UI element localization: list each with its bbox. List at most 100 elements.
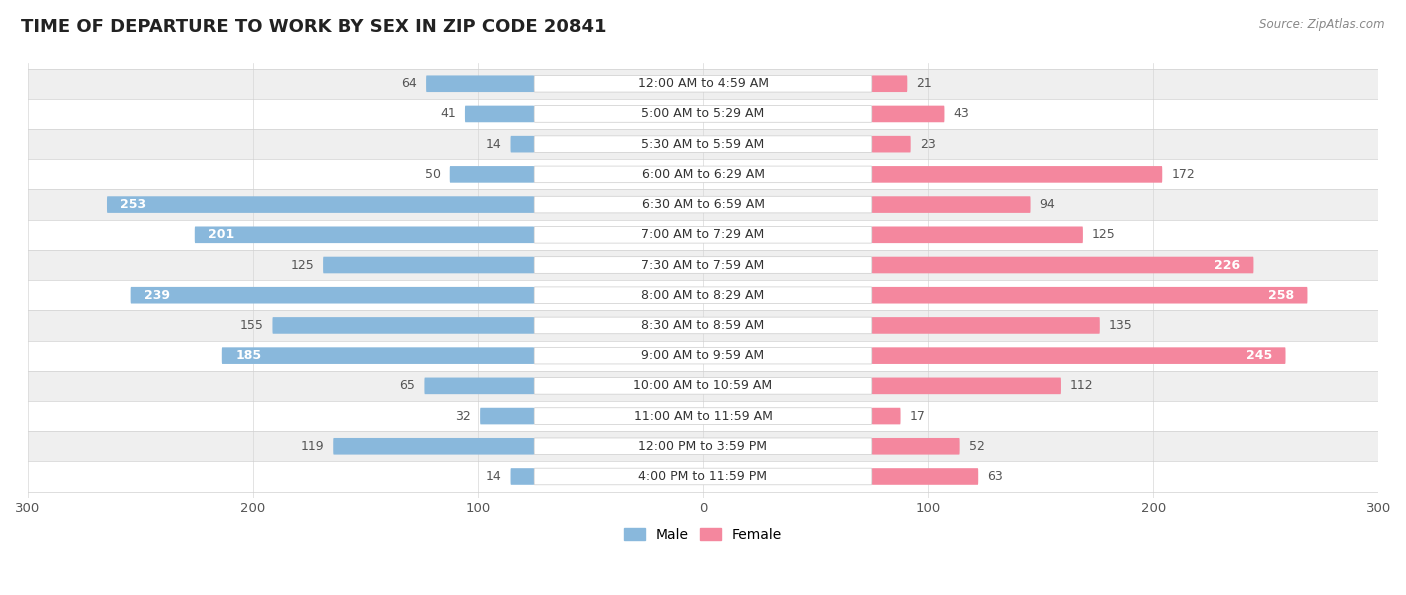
Text: 6:00 AM to 6:29 AM: 6:00 AM to 6:29 AM [641, 168, 765, 181]
FancyBboxPatch shape [479, 408, 534, 424]
FancyBboxPatch shape [872, 227, 1083, 243]
Text: 253: 253 [121, 198, 146, 211]
FancyBboxPatch shape [107, 196, 534, 213]
FancyBboxPatch shape [872, 256, 1253, 273]
Text: 65: 65 [399, 380, 415, 392]
Text: 185: 185 [235, 349, 262, 362]
Text: 5:30 AM to 5:59 AM: 5:30 AM to 5:59 AM [641, 137, 765, 151]
Text: 125: 125 [291, 258, 314, 271]
FancyBboxPatch shape [222, 347, 534, 364]
Bar [28, 461, 1378, 491]
Bar [28, 68, 1378, 99]
FancyBboxPatch shape [872, 438, 960, 455]
Bar [28, 431, 1378, 461]
Bar [28, 340, 1378, 371]
Text: 41: 41 [440, 108, 456, 120]
FancyBboxPatch shape [534, 468, 872, 485]
FancyBboxPatch shape [872, 166, 1163, 183]
FancyBboxPatch shape [872, 408, 901, 424]
Text: 172: 172 [1171, 168, 1195, 181]
FancyBboxPatch shape [534, 317, 872, 334]
Bar [28, 280, 1378, 311]
FancyBboxPatch shape [872, 378, 1062, 394]
Text: Source: ZipAtlas.com: Source: ZipAtlas.com [1260, 18, 1385, 31]
FancyBboxPatch shape [534, 438, 872, 455]
FancyBboxPatch shape [872, 347, 1285, 364]
Text: 239: 239 [145, 289, 170, 302]
FancyBboxPatch shape [195, 227, 534, 243]
Text: 52: 52 [969, 440, 984, 453]
Text: 155: 155 [239, 319, 263, 332]
Text: 17: 17 [910, 409, 925, 422]
FancyBboxPatch shape [534, 166, 872, 183]
FancyBboxPatch shape [425, 378, 534, 394]
FancyBboxPatch shape [450, 166, 534, 183]
Text: 43: 43 [953, 108, 969, 120]
FancyBboxPatch shape [510, 136, 534, 152]
FancyBboxPatch shape [426, 76, 534, 92]
FancyBboxPatch shape [534, 227, 872, 243]
Text: 258: 258 [1268, 289, 1294, 302]
Text: 21: 21 [917, 77, 932, 90]
FancyBboxPatch shape [872, 136, 911, 152]
FancyBboxPatch shape [534, 378, 872, 394]
Bar [28, 371, 1378, 401]
Legend: Male, Female: Male, Female [619, 522, 787, 547]
FancyBboxPatch shape [872, 468, 979, 485]
FancyBboxPatch shape [465, 106, 534, 122]
Text: 119: 119 [301, 440, 325, 453]
FancyBboxPatch shape [872, 106, 945, 122]
Bar [28, 250, 1378, 280]
Text: 23: 23 [920, 137, 935, 151]
Text: 226: 226 [1213, 258, 1240, 271]
Text: 12:00 AM to 4:59 AM: 12:00 AM to 4:59 AM [637, 77, 769, 90]
Bar [28, 401, 1378, 431]
Text: 50: 50 [425, 168, 440, 181]
FancyBboxPatch shape [534, 76, 872, 92]
Text: TIME OF DEPARTURE TO WORK BY SEX IN ZIP CODE 20841: TIME OF DEPARTURE TO WORK BY SEX IN ZIP … [21, 18, 606, 36]
FancyBboxPatch shape [872, 76, 907, 92]
Bar [28, 311, 1378, 340]
Text: 8:30 AM to 8:59 AM: 8:30 AM to 8:59 AM [641, 319, 765, 332]
Text: 5:00 AM to 5:29 AM: 5:00 AM to 5:29 AM [641, 108, 765, 120]
Bar [28, 159, 1378, 189]
Text: 64: 64 [401, 77, 418, 90]
Text: 201: 201 [208, 228, 235, 242]
Text: 14: 14 [485, 137, 502, 151]
FancyBboxPatch shape [534, 287, 872, 303]
FancyBboxPatch shape [872, 317, 1099, 334]
FancyBboxPatch shape [131, 287, 534, 303]
Text: 125: 125 [1092, 228, 1115, 242]
FancyBboxPatch shape [534, 256, 872, 273]
Text: 6:30 AM to 6:59 AM: 6:30 AM to 6:59 AM [641, 198, 765, 211]
FancyBboxPatch shape [534, 408, 872, 424]
Text: 245: 245 [1246, 349, 1272, 362]
Bar [28, 129, 1378, 159]
FancyBboxPatch shape [273, 317, 534, 334]
Text: 8:00 AM to 8:29 AM: 8:00 AM to 8:29 AM [641, 289, 765, 302]
Text: 63: 63 [987, 470, 1002, 483]
FancyBboxPatch shape [510, 468, 534, 485]
FancyBboxPatch shape [872, 196, 1031, 213]
Text: 32: 32 [456, 409, 471, 422]
FancyBboxPatch shape [534, 106, 872, 122]
Text: 10:00 AM to 10:59 AM: 10:00 AM to 10:59 AM [634, 380, 772, 392]
FancyBboxPatch shape [323, 256, 534, 273]
Text: 4:00 PM to 11:59 PM: 4:00 PM to 11:59 PM [638, 470, 768, 483]
Text: 7:30 AM to 7:59 AM: 7:30 AM to 7:59 AM [641, 258, 765, 271]
FancyBboxPatch shape [534, 136, 872, 152]
Text: 135: 135 [1109, 319, 1133, 332]
Text: 94: 94 [1039, 198, 1056, 211]
FancyBboxPatch shape [534, 196, 872, 213]
FancyBboxPatch shape [872, 287, 1308, 303]
Text: 112: 112 [1070, 380, 1094, 392]
Text: 14: 14 [485, 470, 502, 483]
Text: 7:00 AM to 7:29 AM: 7:00 AM to 7:29 AM [641, 228, 765, 242]
Bar [28, 99, 1378, 129]
Text: 12:00 PM to 3:59 PM: 12:00 PM to 3:59 PM [638, 440, 768, 453]
Bar [28, 189, 1378, 220]
FancyBboxPatch shape [534, 347, 872, 364]
Text: 9:00 AM to 9:59 AM: 9:00 AM to 9:59 AM [641, 349, 765, 362]
Text: 11:00 AM to 11:59 AM: 11:00 AM to 11:59 AM [634, 409, 772, 422]
Bar [28, 220, 1378, 250]
